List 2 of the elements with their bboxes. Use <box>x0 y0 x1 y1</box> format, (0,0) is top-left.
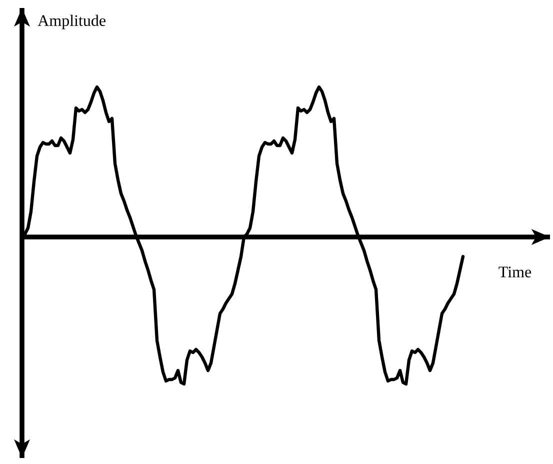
x-axis-title: Time <box>498 266 532 278</box>
y-axis-title: Amplitude <box>38 14 106 30</box>
